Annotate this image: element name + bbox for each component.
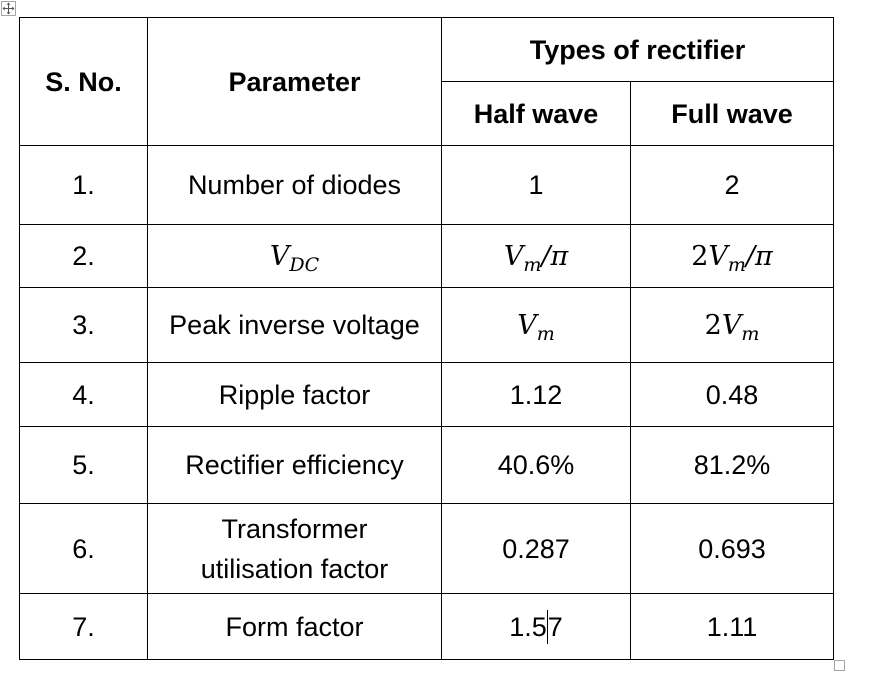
cell-sno: 6. [19, 503, 148, 594]
cell-parameter: Ripple factor [147, 362, 442, 427]
header-types-of-rectifier: Types of rectifier [441, 17, 834, 82]
cell-sno: 3. [19, 287, 148, 363]
cell-half-wave: Vm [441, 287, 631, 363]
full-wave-vdc-formula: 2Vm/π [691, 240, 773, 276]
cell-half-wave: 0.287 [441, 503, 631, 594]
header-sno: S. No. [19, 17, 148, 146]
cell-parameter: VDC [147, 224, 442, 288]
table-row: 7. Form factor 1.57 1.11 [19, 593, 834, 660]
cell-full-wave: 2 [630, 145, 834, 225]
cell-half-wave: Vm/π [441, 224, 631, 288]
table-move-handle[interactable] [1, 1, 16, 16]
cell-sno: 2. [19, 224, 148, 288]
cell-text-after-caret: 7 [547, 611, 563, 642]
header-half-wave: Half wave [441, 81, 631, 146]
header-row-2: Half wave Full wave [20, 81, 834, 146]
cell-sno: 7. [19, 593, 148, 660]
header-row-1: S. No. Parameter Types of rectifier [19, 17, 834, 146]
cell-sno: 1. [19, 145, 148, 225]
cell-half-wave[interactable]: 1.57 [441, 593, 631, 660]
cell-full-wave: 1.11 [630, 593, 834, 660]
table-row: 6. Transformer utilisation factor 0.287 … [19, 503, 834, 594]
parameter-line-1: Transformer [221, 513, 368, 544]
cell-sno: 5. [19, 426, 148, 504]
cell-sno: 4. [19, 362, 148, 427]
cell-parameter: Peak inverse voltage [147, 287, 442, 363]
cell-full-wave: 81.2% [630, 426, 834, 504]
cell-full-wave: 2Vm [630, 287, 834, 363]
header-full-wave: Full wave [630, 81, 834, 146]
move-arrows-icon [2, 2, 15, 15]
cell-full-wave: 0.693 [630, 503, 834, 594]
table-row: 3. Peak inverse voltage Vm 2Vm [19, 287, 834, 363]
table-row: 2. VDC Vm/π 2Vm/π [19, 224, 834, 288]
vdc-formula: VDC [269, 240, 320, 276]
cell-parameter: Form factor [147, 593, 442, 660]
text-cursor [546, 609, 548, 644]
cell-parameter: Number of diodes [147, 145, 442, 225]
cell-parameter: Transformer utilisation factor [147, 503, 442, 594]
cell-text-before-caret: 1.5 [509, 611, 547, 642]
cell-half-wave: 1.12 [441, 362, 631, 427]
rectifier-comparison-table: S. No. Parameter Types of rectifier Half… [19, 17, 834, 660]
cell-half-wave: 40.6% [441, 426, 631, 504]
parameter-line-2: utilisation factor [200, 553, 389, 584]
table-row: 1. Number of diodes 1 2 [19, 145, 834, 225]
header-parameter: Parameter [147, 17, 442, 146]
table-row: 5. Rectifier efficiency 40.6% 81.2% [19, 426, 834, 504]
half-wave-piv-formula: Vm [517, 309, 555, 345]
table-resize-handle[interactable] [834, 660, 845, 671]
half-wave-vdc-formula: Vm/π [503, 240, 569, 276]
cell-parameter: Rectifier efficiency [147, 426, 442, 504]
full-wave-piv-formula: 2Vm [704, 309, 760, 345]
table-row: 4. Ripple factor 1.12 0.48 [19, 362, 834, 427]
cell-full-wave: 0.48 [630, 362, 834, 427]
cell-half-wave: 1 [441, 145, 631, 225]
cell-full-wave: 2Vm/π [630, 224, 834, 288]
